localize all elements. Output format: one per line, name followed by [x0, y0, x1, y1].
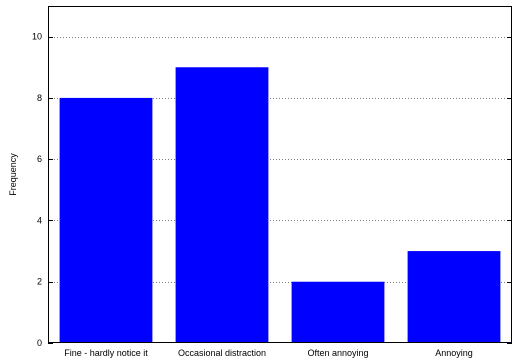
x-category-label: Annoying	[435, 348, 473, 358]
bar	[175, 67, 269, 343]
bar	[407, 251, 501, 343]
y-axis-label: Frequency	[8, 153, 18, 196]
y-tick-label: 6	[37, 154, 42, 164]
y-axis-ticks: 0 2 4 6 8 10	[32, 32, 512, 348]
bar	[59, 97, 153, 343]
y-tick-label: 10	[32, 32, 42, 42]
grid-lines	[48, 37, 512, 283]
y-tick-label: 0	[37, 338, 42, 348]
y-tick-label: 2	[37, 277, 42, 287]
y-tick-label: 4	[37, 215, 42, 225]
bar	[291, 281, 385, 343]
y-tick-label: 8	[37, 93, 42, 103]
x-category-label: Often annoying	[307, 348, 368, 358]
x-axis-labels: Fine - hardly notice it Occasional distra…	[64, 348, 473, 358]
x-category-label: Occasional distraction	[178, 348, 266, 358]
x-category-label: Fine - hardly notice it	[64, 348, 148, 358]
bars	[59, 67, 501, 343]
